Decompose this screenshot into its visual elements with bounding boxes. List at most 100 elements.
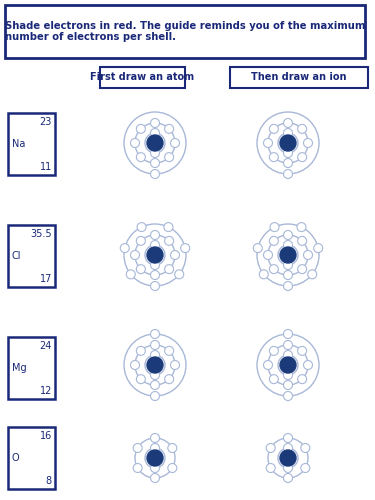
Bar [5,5,365,58]
Circle shape [298,236,307,246]
Circle shape [284,350,292,360]
Circle shape [298,264,307,274]
Text: 8: 8 [46,476,52,486]
Circle shape [150,158,159,168]
Circle shape [298,124,307,134]
Circle shape [137,222,146,232]
Circle shape [284,340,292,349]
Text: 11: 11 [40,162,52,172]
Circle shape [147,247,163,263]
Circle shape [266,464,275,472]
Circle shape [175,270,184,279]
Circle shape [284,148,292,158]
Text: 17: 17 [40,274,52,284]
Circle shape [269,124,278,134]
Circle shape [168,444,177,452]
Circle shape [298,374,307,384]
Circle shape [269,374,278,384]
Circle shape [284,170,292,178]
Text: Mg: Mg [12,363,27,373]
Circle shape [284,370,292,380]
Circle shape [259,270,268,279]
Circle shape [150,380,159,390]
Circle shape [284,464,292,472]
Circle shape [136,264,146,274]
Circle shape [147,135,163,151]
Circle shape [150,260,159,270]
Circle shape [150,118,159,128]
Circle shape [130,138,140,147]
Circle shape [280,247,296,263]
Circle shape [280,450,296,466]
Circle shape [303,360,312,370]
Circle shape [165,236,174,246]
Circle shape [253,244,262,252]
Circle shape [150,350,159,360]
Circle shape [171,360,180,370]
Text: 12: 12 [40,386,52,396]
Circle shape [284,128,292,138]
Circle shape [314,244,323,252]
Circle shape [130,250,140,260]
Circle shape [284,158,292,168]
Circle shape [284,270,292,280]
Circle shape [284,434,292,442]
Circle shape [168,464,177,472]
Circle shape [284,260,292,270]
Circle shape [284,474,292,482]
Circle shape [136,346,146,356]
Bar [230,67,368,88]
Circle shape [120,244,129,252]
Circle shape [171,138,180,147]
Bar [8,337,55,399]
Circle shape [297,222,306,232]
Circle shape [164,222,173,232]
Circle shape [136,124,146,134]
Text: First draw an atom: First draw an atom [90,72,195,83]
Circle shape [136,374,146,384]
Circle shape [181,244,190,252]
Circle shape [150,370,159,380]
Circle shape [303,138,312,147]
Circle shape [284,282,292,290]
Circle shape [133,464,142,472]
Text: Na: Na [12,139,26,149]
Text: Cl: Cl [12,251,21,261]
Circle shape [150,240,159,250]
Text: O: O [12,453,20,463]
Circle shape [165,374,174,384]
Circle shape [150,444,159,452]
Circle shape [147,357,163,373]
Circle shape [301,444,310,452]
Circle shape [284,392,292,400]
Text: 35.5: 35.5 [30,229,52,239]
Circle shape [133,444,142,452]
Circle shape [269,152,278,162]
Text: Shade electrons in red. The guide reminds you of the maximum
number of electrons: Shade electrons in red. The guide remind… [5,20,365,42]
Circle shape [150,270,159,280]
Circle shape [136,236,146,246]
Circle shape [308,270,317,279]
Circle shape [165,124,174,134]
Text: 23: 23 [40,117,52,127]
Text: 24: 24 [40,341,52,351]
Circle shape [284,380,292,390]
Circle shape [284,444,292,452]
Circle shape [284,330,292,338]
Circle shape [165,346,174,356]
Circle shape [269,236,278,246]
Circle shape [298,152,307,162]
Circle shape [270,222,279,232]
Circle shape [150,128,159,138]
Circle shape [303,250,312,260]
Circle shape [264,138,273,147]
Bar [8,427,55,489]
Circle shape [269,346,278,356]
Circle shape [301,464,310,472]
Circle shape [147,450,163,466]
Circle shape [264,360,273,370]
Circle shape [150,282,159,290]
Circle shape [150,464,159,472]
Circle shape [171,250,180,260]
Circle shape [126,270,135,279]
